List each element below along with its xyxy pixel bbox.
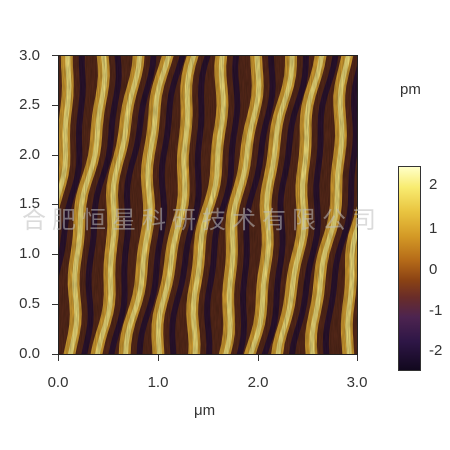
x-axis-label: μm [194, 402, 216, 419]
colorbar [398, 166, 421, 371]
y-tick-label: 1.0 [19, 245, 40, 262]
y-tick-mark [52, 155, 58, 156]
colorbar-tick-label: 1 [429, 220, 438, 237]
y-tick-label: 0.0 [19, 345, 40, 362]
y-tick-mark [52, 254, 58, 255]
x-tick-label: 1.0 [147, 374, 169, 391]
x-tick-mark [258, 355, 259, 361]
x-tick-mark [357, 355, 358, 361]
colorbar-tick-label: 2 [429, 176, 438, 193]
y-tick-mark [52, 354, 58, 355]
colorbar-tick-label: 0 [429, 261, 438, 278]
y-tick-label: 2.5 [19, 96, 40, 113]
y-tick-mark [52, 304, 58, 305]
x-tick-label: 2.0 [247, 374, 269, 391]
y-tick-label: 3.0 [19, 47, 40, 64]
y-tick-label: 0.5 [19, 295, 40, 312]
y-tick-mark [52, 204, 58, 205]
y-tick-mark [52, 55, 58, 56]
stripe-pattern [59, 56, 357, 354]
y-tick-mark [52, 105, 58, 106]
x-tick-label: 0.0 [47, 374, 69, 391]
x-tick-label: 3.0 [346, 374, 368, 391]
x-tick-mark [58, 355, 59, 361]
y-tick-label: 2.0 [19, 146, 40, 163]
x-tick-mark [158, 355, 159, 361]
afm-height-image [58, 55, 358, 355]
colorbar-unit: pm [400, 81, 421, 98]
colorbar-tick-label: -2 [429, 342, 443, 359]
y-tick-label: 1.5 [19, 195, 40, 212]
colorbar-tick-label: -1 [429, 302, 443, 319]
